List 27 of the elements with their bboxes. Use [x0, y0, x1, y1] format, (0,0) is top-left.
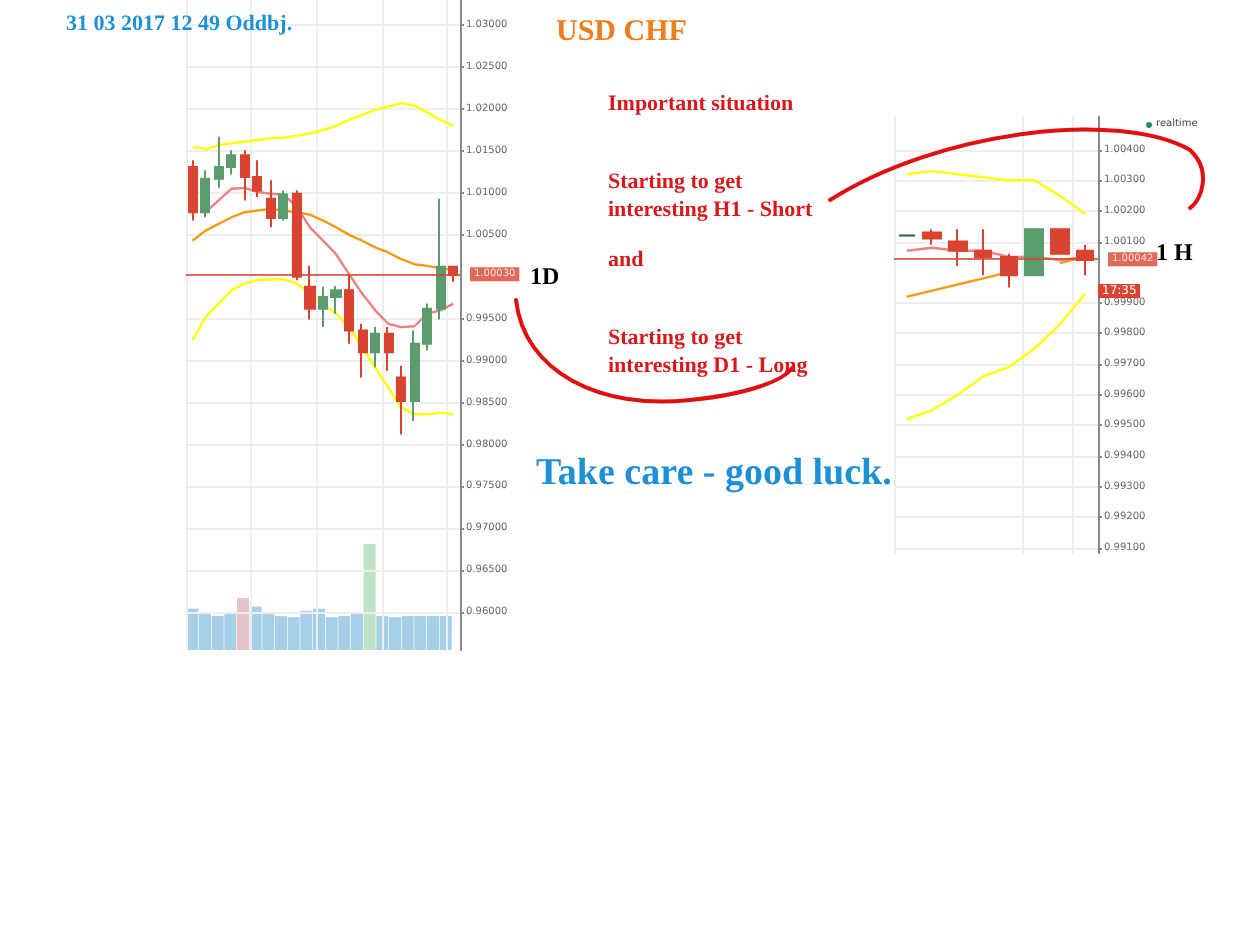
text: Take care - good luck.: [536, 450, 892, 498]
line-series: [905, 292, 1087, 421]
candlestick: [278, 189, 288, 222]
line-series: [905, 169, 1087, 216]
text: Important situation: [608, 90, 794, 119]
text: 31 03 2017 12 49 Oddbj.: [66, 10, 293, 39]
text: 1 H: [1156, 238, 1193, 270]
candlestick: [370, 326, 380, 369]
text: 1D: [530, 262, 560, 294]
text: Starting to get interesting H1 - Short: [608, 168, 813, 226]
candlestick: [358, 322, 368, 379]
bar: [363, 544, 376, 650]
candlestick: [266, 179, 276, 229]
candlestick: [922, 228, 942, 246]
line-series: [204, 186, 455, 329]
candlestick: [436, 197, 446, 321]
candlestick: [188, 159, 198, 222]
text: and: [608, 246, 644, 275]
line-series: [191, 278, 455, 416]
candlestick: [1024, 228, 1044, 277]
candlestick: [200, 169, 210, 219]
candlestick: [396, 364, 406, 436]
line-series: [191, 101, 455, 151]
text: USD CHF: [556, 14, 687, 52]
bar: [236, 598, 250, 650]
text: Starting to get interesting D1 - Long: [608, 324, 808, 382]
candlestick: [384, 326, 394, 372]
